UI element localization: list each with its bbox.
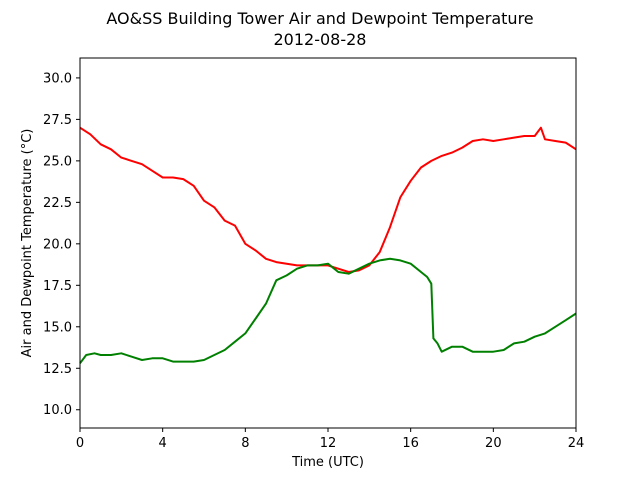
x-axis: 0 4 8 12 16 20 24 [76,428,584,451]
y-tick-label: 25.0 [43,154,72,169]
x-tick-label: 20 [485,436,502,451]
chart-subtitle: 2012-08-28 [274,30,367,49]
y-axis-label: Air and Dewpoint Temperature (°C) [20,129,35,358]
x-tick-label: 16 [402,436,419,451]
plot-frame [79,57,577,429]
x-tick-label: 4 [159,436,167,451]
y-tick-label: 12.5 [43,362,72,377]
x-tick-label: 24 [568,436,585,451]
air-temperature-line [79,126,577,273]
y-tick-label: 22.5 [43,196,72,211]
y-tick-label: 20.0 [43,237,72,252]
x-tick-label: 0 [76,436,84,451]
y-tick-label: 17.5 [43,279,72,294]
y-tick-label: 30.0 [43,71,72,86]
dewpoint-temperature-line [79,257,577,364]
y-tick-label: 15.0 [43,320,72,335]
series-layer [79,126,577,364]
y-axis: 10.0 12.5 15.0 17.5 20.0 22.5 25.0 27.5 30.0 [43,71,80,418]
chart-title: AO&SS Building Tower Air and Dewpoint Te… [106,9,533,28]
x-axis-label: Time (UTC) [291,455,364,470]
y-tick-label: 10.0 [43,403,72,418]
y-tick-label: 27.5 [43,113,72,128]
x-tick-label: 12 [320,436,337,451]
x-tick-label: 8 [241,436,249,451]
